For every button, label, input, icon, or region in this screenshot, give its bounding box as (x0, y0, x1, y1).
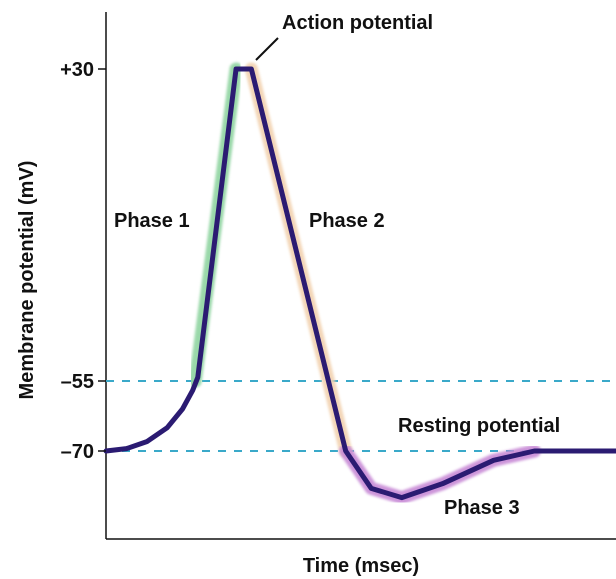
y-tick-label-0: +30 (60, 59, 94, 81)
phase-1-label: Phase 1 (114, 210, 190, 232)
phase-3-label: Phase 3 (444, 497, 520, 519)
labels-layer: Action potential Phase 1 Phase 2 Resting… (16, 12, 560, 577)
x-axis-title: Time (msec) (303, 555, 419, 577)
axes-layer (105, 12, 616, 540)
y-tick-label-1: –55 (61, 371, 94, 393)
series-layer (103, 66, 616, 501)
action-potential-pointer-line (255, 37, 279, 61)
y-axis-title: Membrane potential (mV) (16, 161, 38, 400)
action-potential-label: Action potential (282, 12, 433, 34)
membrane-potential-line-0 (103, 66, 616, 501)
resting-potential-label: Resting potential (398, 415, 560, 437)
y-ticks: +30 –55 –70 (60, 59, 106, 463)
y-tick-label-2: –70 (61, 441, 94, 463)
phase-2-label: Phase 2 (309, 210, 385, 232)
